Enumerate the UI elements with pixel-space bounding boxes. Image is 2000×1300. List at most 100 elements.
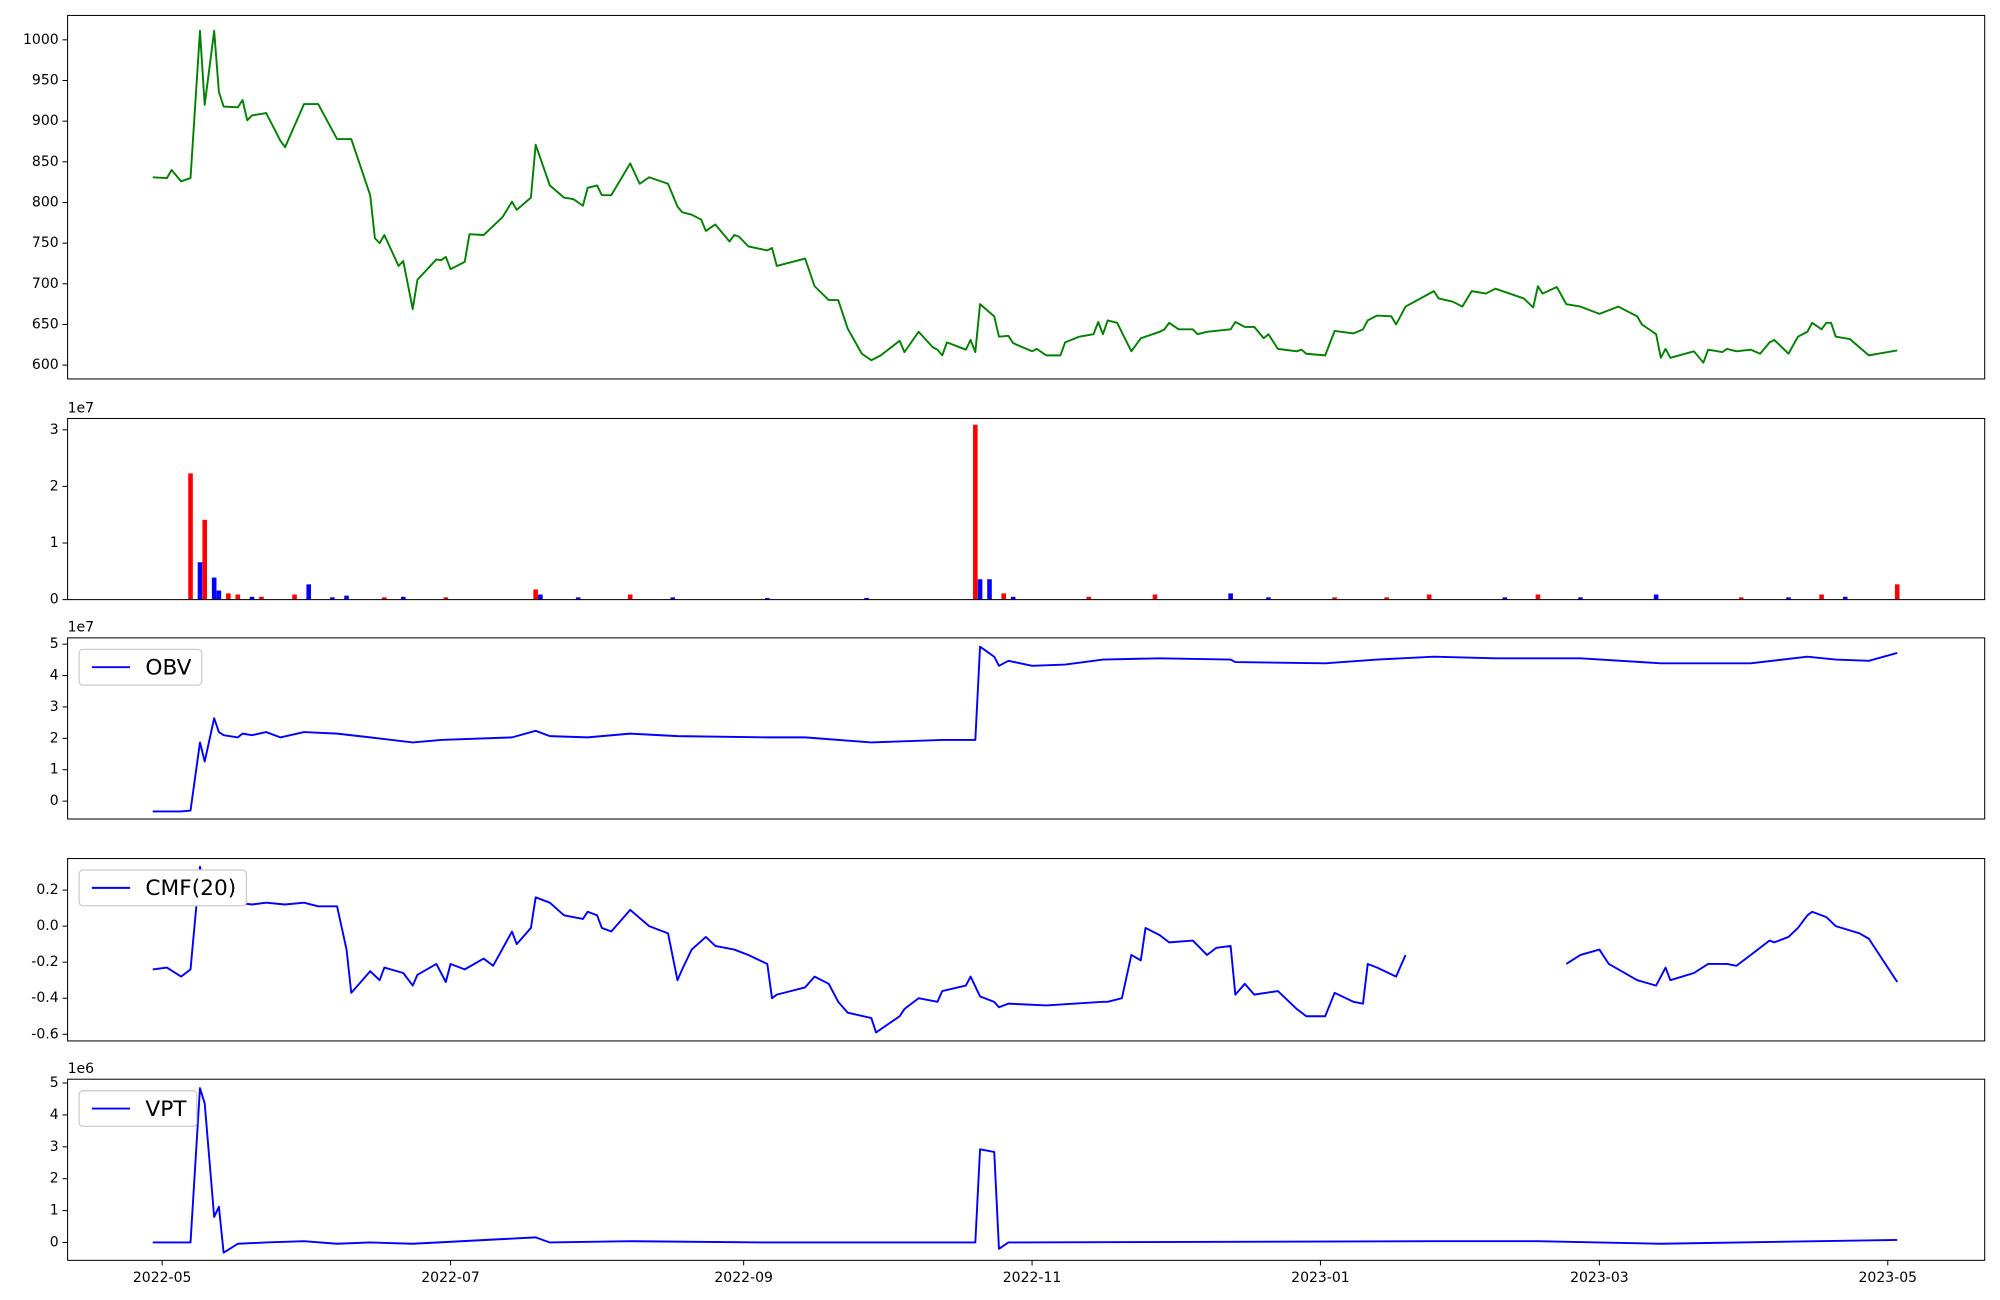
y-tick-label: 3 — [50, 422, 59, 438]
y-tick-label: -0.2 — [31, 954, 58, 970]
x-tick-label: 2022-07 — [421, 1270, 480, 1286]
y-tick-label: 600 — [32, 357, 59, 373]
y-tick-label: 850 — [32, 154, 59, 170]
y-tick-label: 1000 — [23, 32, 59, 48]
y-tick-label: 0.2 — [36, 882, 58, 898]
x-tick-label: 2022-09 — [714, 1270, 773, 1286]
bar — [864, 597, 869, 600]
y-tick-label: 0 — [50, 1234, 59, 1250]
legend-box — [78, 1090, 198, 1128]
bar — [538, 594, 543, 600]
bar — [249, 596, 255, 600]
bar — [987, 579, 992, 600]
bar — [400, 596, 406, 600]
bar — [977, 579, 983, 600]
y-tick-label: 2 — [50, 730, 59, 746]
offset-label: 1e7 — [68, 400, 94, 416]
axes-frame — [67, 14, 1986, 380]
bar — [216, 590, 222, 600]
bar — [1332, 597, 1337, 600]
bar — [202, 519, 208, 600]
offset-label: 1e6 — [68, 1061, 95, 1077]
bar — [1502, 597, 1508, 600]
series-line — [152, 1087, 1898, 1254]
y-tick-label: 650 — [32, 316, 59, 332]
bar — [235, 594, 241, 600]
bar — [1001, 593, 1006, 600]
bar — [382, 597, 387, 600]
bar — [306, 584, 312, 600]
y-tick-label: 5 — [50, 1075, 59, 1091]
axes-frame — [67, 417, 1986, 601]
x-tick-label: 2022-11 — [1003, 1270, 1062, 1286]
bar — [533, 589, 538, 600]
series-line — [152, 29, 1898, 364]
y-tick-label: 0.0 — [36, 918, 58, 934]
legend-label: OBV — [145, 655, 191, 680]
bar — [1578, 597, 1583, 600]
axes-frame — [67, 858, 1986, 1042]
y-tick-label: 1 — [50, 535, 59, 551]
legend-label: VPT — [145, 1097, 187, 1122]
y-tick-label: 2 — [50, 478, 59, 494]
bar — [1653, 594, 1659, 600]
bar — [344, 595, 349, 600]
y-tick-label: -0.6 — [31, 1026, 58, 1042]
x-tick-label: 2022-05 — [133, 1270, 192, 1286]
bar — [197, 562, 203, 600]
bar — [1426, 594, 1432, 600]
y-tick-label: 2 — [50, 1171, 59, 1187]
bar — [627, 594, 633, 600]
y-tick-label: 5 — [50, 636, 59, 652]
legend-label: CMF(20) — [145, 876, 236, 901]
series-line — [152, 645, 1898, 813]
bar — [1384, 597, 1389, 600]
y-tick-label: 0 — [50, 793, 59, 809]
bar — [1819, 594, 1824, 600]
bar — [1086, 596, 1092, 600]
axes-frame — [67, 1078, 1986, 1261]
y-tick-label: 4 — [50, 668, 59, 684]
offset-label: 1e7 — [68, 620, 94, 636]
bar — [1894, 584, 1900, 600]
bar — [1152, 594, 1158, 600]
bar — [575, 597, 581, 600]
y-tick-label: 950 — [32, 72, 59, 88]
y-tick-label: 800 — [32, 194, 59, 210]
bar — [292, 594, 297, 600]
bar — [1010, 596, 1016, 600]
bar — [670, 597, 676, 600]
bar — [1228, 593, 1233, 600]
bar — [1738, 597, 1744, 600]
bar — [973, 424, 978, 600]
y-tick-label: -0.4 — [31, 990, 58, 1006]
y-tick-label: 1 — [50, 762, 59, 778]
x-tick-label: 2023-05 — [1858, 1270, 1917, 1286]
bar — [259, 596, 264, 600]
bar — [1266, 597, 1271, 600]
bar — [1786, 597, 1791, 600]
y-tick-label: 3 — [50, 699, 59, 715]
y-tick-label: 750 — [32, 235, 59, 251]
bar — [1535, 594, 1541, 600]
bar — [188, 473, 193, 600]
y-tick-label: 700 — [32, 276, 59, 292]
x-tick-label: 2023-01 — [1291, 1270, 1350, 1286]
legend-box — [78, 648, 203, 686]
bar — [1842, 596, 1848, 600]
bar — [226, 593, 231, 600]
axes-frame — [67, 637, 1986, 820]
y-tick-label: 900 — [32, 113, 59, 129]
bar — [765, 597, 770, 600]
series-line — [152, 865, 1899, 1034]
legend-box — [78, 869, 248, 907]
y-tick-label: 4 — [50, 1107, 59, 1123]
bar — [330, 597, 335, 600]
y-tick-label: 0 — [50, 592, 59, 608]
bar — [443, 597, 449, 600]
x-tick-label: 2023-03 — [1570, 1270, 1629, 1286]
y-tick-label: 3 — [50, 1139, 59, 1155]
